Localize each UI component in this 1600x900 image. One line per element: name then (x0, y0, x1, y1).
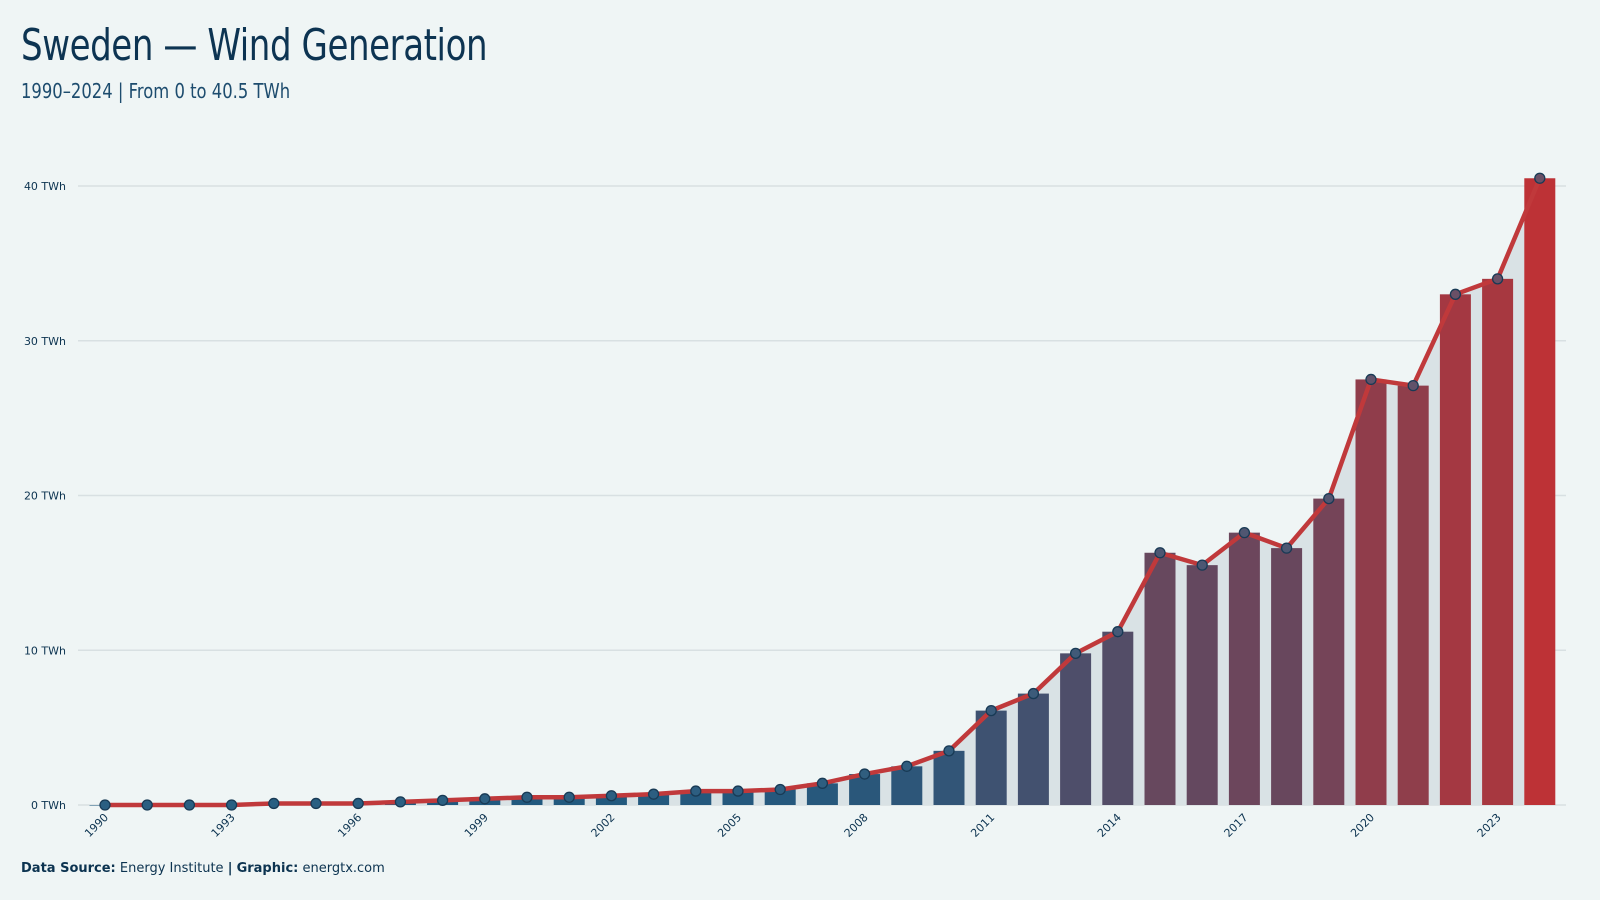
marker-1992 (183, 799, 196, 811)
x-tick-label: 2014 (1095, 811, 1124, 840)
bar-2023 (1482, 278, 1514, 806)
marker-2003 (647, 788, 660, 800)
x-tick-label: 2023 (1475, 811, 1504, 840)
footer-separator: | (227, 861, 233, 876)
x-tick-label: 2002 (589, 811, 618, 840)
marker-2004 (690, 785, 702, 797)
bar-2009 (891, 766, 923, 805)
chart-subtitle: 1990–2024 | From 0 to 40.5 TWh (21, 79, 291, 103)
marker-2022 (1449, 288, 1462, 300)
marker-1991 (141, 799, 153, 811)
y-tick-label: 20 TWh (24, 490, 66, 503)
marker-1994 (268, 797, 280, 810)
chart-title: Sweden — Wind Generation (21, 20, 488, 71)
bar-2019 (1313, 498, 1345, 805)
bar-2022 (1439, 294, 1471, 805)
marker-2008 (858, 768, 871, 780)
marker-2015 (1154, 547, 1166, 559)
marker-2019 (1323, 492, 1335, 505)
footer-credits: Data Source: Energy Institute | Graphic:… (21, 861, 385, 876)
bar-2017 (1228, 532, 1260, 805)
marker-2016 (1196, 559, 1208, 571)
y-axis-ticks: 0 TWh 10 TWh 20 TWh 30 TWh 40 TWh (24, 180, 66, 812)
marker-2012 (1027, 687, 1040, 700)
marker-2017 (1238, 526, 1251, 539)
bars (89, 178, 1556, 806)
marker-1997 (394, 796, 407, 808)
x-tick-label: 2005 (715, 811, 744, 840)
marker-2021 (1407, 379, 1419, 392)
bar-2005 (722, 791, 754, 805)
x-tick-label: 2008 (842, 811, 871, 840)
bar-2007 (806, 783, 838, 805)
marker-2020 (1365, 373, 1377, 386)
marker-2005 (732, 785, 744, 797)
y-tick-label: 40 TWh (24, 180, 66, 193)
bar-2013 (1060, 653, 1092, 805)
marker-2007 (816, 777, 829, 789)
x-tick-label: 2020 (1348, 811, 1377, 840)
marker-2011 (985, 704, 997, 717)
bar-2015 (1144, 552, 1176, 805)
bar-2024 (1524, 178, 1556, 805)
marker-2013 (1069, 647, 1082, 659)
x-tick-label: 2011 (968, 811, 997, 840)
bar-2020 (1355, 379, 1387, 805)
bar-2004 (680, 791, 712, 805)
area-fill (105, 178, 1540, 805)
marker-1998 (436, 794, 449, 807)
bar-2014 (1102, 631, 1134, 805)
marker-1995 (310, 797, 322, 810)
y-tick-label: 10 TWh (24, 644, 66, 657)
marker-2023 (1491, 273, 1504, 285)
marker-1990 (99, 799, 111, 811)
bar-2012 (1017, 693, 1049, 805)
marker-2010 (943, 745, 955, 757)
x-axis-ticks: 1990 1993 1996 1999 2002 2005 2008 2011 2014 2017… (82, 811, 1504, 840)
bar-2021 (1397, 385, 1429, 805)
marker-2024 (1534, 172, 1546, 184)
marker-1996 (352, 797, 364, 810)
y-tick-label: 30 TWh (24, 335, 66, 348)
marker-1999 (479, 793, 491, 805)
graphic-value: energtx.com (302, 861, 385, 876)
y-tick-label: 0 TWh (31, 799, 66, 812)
x-tick-label: 1996 (335, 811, 364, 840)
marker-2006 (774, 783, 786, 796)
bar-2016 (1186, 565, 1218, 805)
line-markers (99, 172, 1546, 811)
x-tick-label: 1993 (209, 811, 238, 840)
marker-2014 (1112, 626, 1124, 638)
bar-2010 (933, 750, 965, 805)
x-tick-label: 2017 (1222, 811, 1251, 840)
marker-2009 (901, 760, 913, 772)
bar-2006 (764, 789, 796, 805)
graphic-label: Graphic: (236, 861, 299, 876)
marker-2000 (521, 791, 533, 803)
x-tick-label: 1999 (462, 811, 491, 840)
marker-2001 (563, 791, 575, 803)
bar-2018 (1271, 548, 1303, 805)
marker-2002 (605, 790, 618, 802)
marker-2018 (1280, 542, 1293, 554)
source-value: Energy Institute (119, 861, 224, 876)
marker-1993 (225, 799, 238, 811)
bar-2011 (975, 710, 1007, 805)
x-tick-label: 1990 (82, 811, 111, 840)
source-label: Data Source: (21, 861, 116, 876)
